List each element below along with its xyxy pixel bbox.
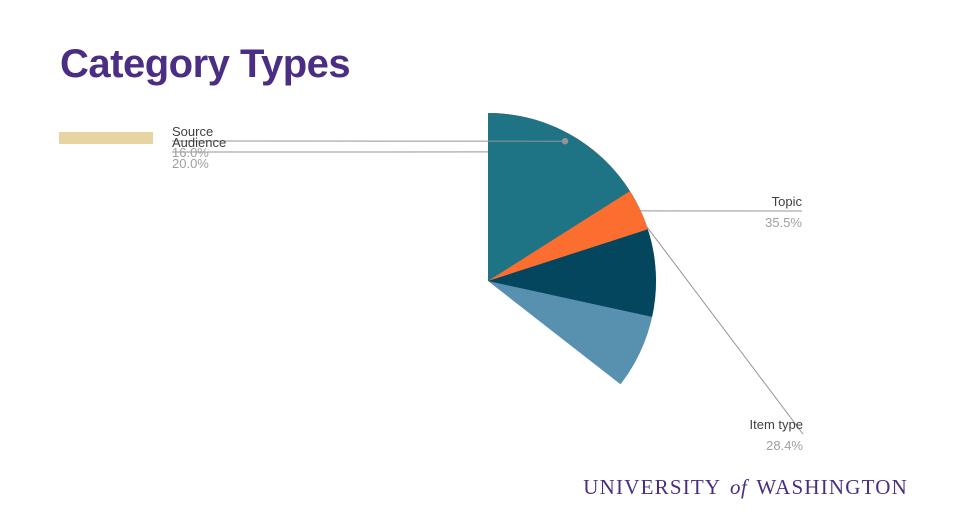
slice-label-audience: Audience 20.0% [172, 135, 412, 171]
slice-name: Audience [172, 135, 227, 150]
wordmark-washington: WASHINGTON [756, 475, 908, 499]
pie-slice-source[interactable] [488, 113, 630, 281]
slice-percent: 28.4% [766, 438, 803, 453]
wordmark-university: UNIVERSITY [583, 475, 721, 499]
university-of-washington-wordmark: UNIVERSITY of WASHINGTON [583, 475, 908, 500]
slice-percent: 16.0% [172, 145, 209, 160]
slice-label-item-type: Item type 28.4% [563, 417, 803, 453]
slice-name: Source [172, 124, 214, 139]
slice-percent: 35.5% [765, 215, 802, 230]
leader-dot [561, 138, 569, 145]
wordmark-of: of [729, 475, 748, 499]
accent-bar [59, 132, 153, 144]
slice-name: Item type [749, 417, 803, 432]
slice-percent: 20.0% [172, 156, 209, 171]
slice-name: Topic [771, 194, 802, 209]
slice-label-topic: Topic 35.5% [562, 194, 802, 230]
page-title: Category Types [60, 42, 351, 86]
slice-label-source: Source 16.0% [172, 124, 412, 160]
